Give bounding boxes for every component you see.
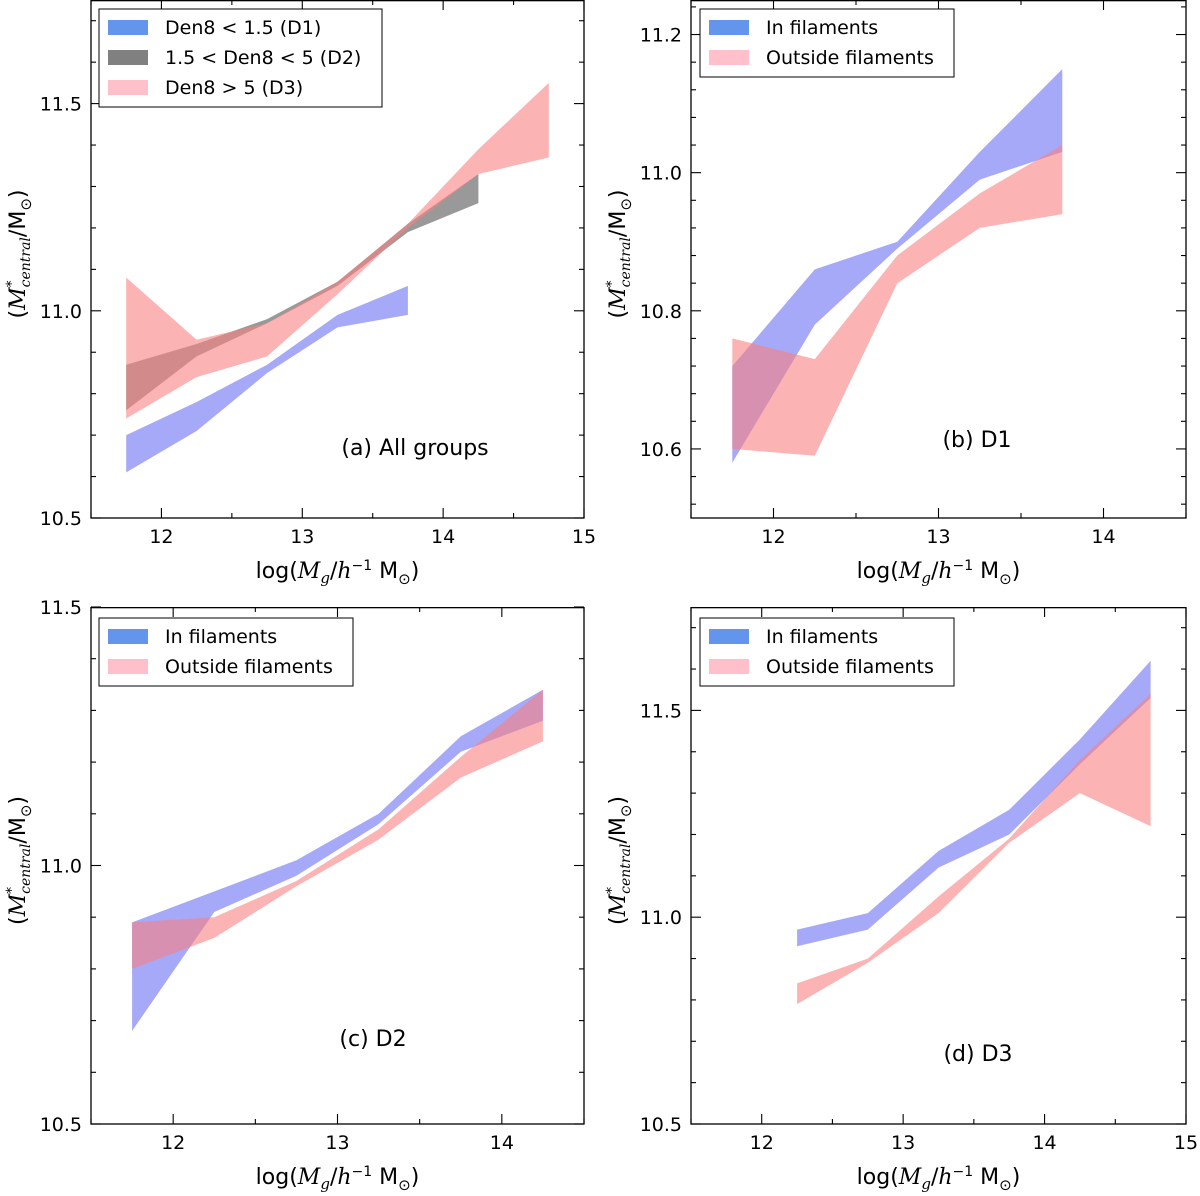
panel-c: 12 13 14 10.5 11.0 11.5 (c) D2 In filaments Outs… [4,597,585,1194]
y-tick-label: 11.5 [40,597,82,619]
panel-title: (d) D3 [943,1042,1012,1067]
y-axis-label: (M*central/M⊙) [4,190,35,319]
y-tick-label: 11.0 [640,163,682,185]
panel-d: 12 13 14 15 10.5 11.0 11.5 (d) D3 In filaments Ou… [604,607,1198,1194]
legend: Den8 < 1.5 (D1) 1.5 < Den8 < 5 (D2) Den8 >… [98,8,383,108]
legend: In filaments Outside filaments [98,617,354,687]
y-axis-label: (M*central/M⊙) [604,190,635,319]
y-tick-label: 11.0 [40,301,82,323]
x-axis-label: log(Mg/h−1 M⊙) [857,1164,1021,1194]
y-tick-label: 10.5 [640,1114,682,1136]
y-axis-label: (M*central/M⊙) [604,796,635,925]
legend-label: In filaments [165,626,277,648]
y-tick-label: 11.5 [640,700,682,722]
y-axis-label: (M*central/M⊙) [4,796,35,925]
legend: In filaments Outside filaments [699,617,955,687]
x-axis-label: log(Mg/h−1 M⊙) [857,558,1021,588]
legend-swatch [709,629,749,644]
y-tick-label: 10.6 [640,439,682,461]
x-tick-label: 14 [490,1132,514,1154]
band-d-series-1 [797,693,1151,1005]
x-tick-label: 14 [1091,526,1115,548]
plot-frame [690,0,1187,519]
legend-swatch [108,659,148,674]
x-axis-label: log(Mg/h−1 M⊙) [256,1164,420,1194]
legend-label: Outside filaments [165,656,333,678]
x-tick-label: 15 [572,526,596,548]
legend-label: Outside filaments [766,47,934,69]
x-tick-label: 13 [926,526,950,548]
legend-swatch [108,80,148,95]
x-tick-label: 12 [149,526,173,548]
legend-swatch [709,659,749,674]
legend-swatch [709,20,749,35]
x-tick-label: 15 [1174,1132,1198,1154]
band-a-series-2 [126,82,549,419]
x-tick-label: 14 [431,526,455,548]
plot-frame [90,607,585,1125]
y-tick-label: 10.8 [640,301,682,323]
legend-label: Den8 > 5 (D3) [165,77,303,99]
y-tick-label: 11.5 [40,94,82,116]
legend-label: 1.5 < Den8 < 5 (D2) [165,47,361,69]
plot-frame [90,0,585,519]
x-tick-label: 14 [1032,1132,1056,1154]
legend-swatch [108,50,148,65]
band-d-series-0 [797,660,1151,947]
panel-b: 12 13 14 10.6 10.8 11.0 11.2 (b) D1 In filaments… [604,0,1187,588]
panel-title: (a) All groups [341,436,488,461]
legend-swatch [709,50,749,65]
y-tick-label: 11.0 [40,856,82,878]
legend-swatch [108,629,148,644]
panel-title: (b) D1 [942,428,1011,453]
y-tick-label: 10.5 [40,508,82,530]
y-tick-label: 11.2 [640,25,682,47]
plot-frame [690,607,1187,1125]
x-axis-label: log(Mg/h−1 M⊙) [256,558,420,588]
band-b-series-0 [732,69,1063,463]
y-tick-label: 10.5 [40,1114,82,1136]
x-tick-label: 12 [750,1132,774,1154]
legend-label: In filaments [766,17,878,39]
legend-label: Den8 < 1.5 (D1) [165,17,321,39]
x-tick-label: 13 [290,526,314,548]
legend: In filaments Outside filaments [699,8,955,78]
legend-swatch [108,20,148,35]
legend-label: In filaments [766,626,878,648]
x-tick-label: 12 [761,526,785,548]
band-c-series-1 [132,689,543,969]
panel-title: (c) D2 [339,1027,406,1052]
band-a-series-0 [126,285,408,473]
x-tick-label: 13 [891,1132,915,1154]
y-tick-label: 11.0 [640,907,682,929]
legend-label: Outside filaments [766,656,934,678]
x-tick-label: 13 [325,1132,349,1154]
band-b-series-1 [732,145,1063,456]
panel-a: 12 13 14 15 10.5 11.0 11.5 (a) All groups Den8 <… [4,0,596,588]
x-tick-label: 12 [161,1132,185,1154]
